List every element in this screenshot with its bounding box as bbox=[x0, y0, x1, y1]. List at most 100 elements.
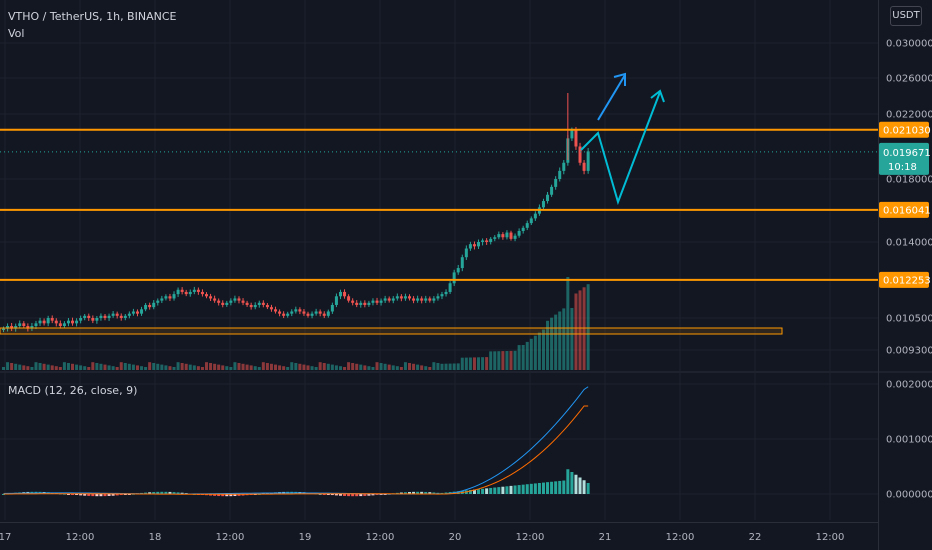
candle-body[interactable] bbox=[221, 302, 225, 305]
candle-body[interactable] bbox=[412, 298, 416, 301]
candle-body[interactable] bbox=[355, 302, 359, 305]
candle-body[interactable] bbox=[168, 296, 172, 299]
candle-body[interactable] bbox=[428, 298, 432, 301]
candle-body[interactable] bbox=[111, 313, 115, 316]
candle-body[interactable] bbox=[229, 300, 233, 303]
vol-legend[interactable]: Vol bbox=[8, 27, 25, 40]
candle-body[interactable] bbox=[391, 298, 395, 301]
candle-body[interactable] bbox=[30, 326, 34, 329]
candle-body[interactable] bbox=[148, 304, 152, 308]
symbol-legend[interactable]: VTHO / TetherUS, 1h, BINANCE bbox=[8, 10, 177, 23]
candle-body[interactable] bbox=[83, 315, 87, 318]
candle-body[interactable] bbox=[448, 283, 452, 292]
candle-body[interactable] bbox=[282, 313, 286, 316]
candle-body[interactable] bbox=[286, 313, 290, 316]
candle-body[interactable] bbox=[347, 296, 351, 301]
candle-body[interactable] bbox=[261, 302, 265, 305]
candle-body[interactable] bbox=[489, 238, 493, 242]
candle-body[interactable] bbox=[75, 320, 79, 324]
candle-body[interactable] bbox=[50, 318, 54, 321]
candle-body[interactable] bbox=[533, 213, 537, 219]
candle-body[interactable] bbox=[213, 298, 217, 301]
macd-line[interactable] bbox=[3, 386, 589, 495]
candle-body[interactable] bbox=[2, 328, 5, 331]
candle-body[interactable] bbox=[416, 298, 420, 301]
candle-body[interactable] bbox=[269, 307, 273, 310]
candle-body[interactable] bbox=[66, 320, 70, 324]
candle-body[interactable] bbox=[172, 294, 176, 299]
candle-body[interactable] bbox=[558, 170, 562, 179]
candle-body[interactable] bbox=[578, 146, 582, 163]
candle-body[interactable] bbox=[164, 296, 168, 299]
candle-body[interactable] bbox=[444, 291, 448, 295]
candle-body[interactable] bbox=[209, 296, 213, 299]
candle-body[interactable] bbox=[399, 296, 403, 299]
candle-body[interactable] bbox=[54, 320, 58, 324]
candle-body[interactable] bbox=[452, 272, 456, 284]
candle-body[interactable] bbox=[403, 296, 407, 299]
candle-body[interactable] bbox=[485, 240, 489, 242]
candle-body[interactable] bbox=[351, 300, 355, 303]
candle-body[interactable] bbox=[436, 296, 440, 299]
candle-body[interactable] bbox=[22, 323, 26, 326]
signal-line[interactable] bbox=[3, 405, 589, 495]
candle-body[interactable] bbox=[318, 311, 322, 314]
candle-body[interactable] bbox=[371, 300, 375, 303]
candle-body[interactable] bbox=[440, 294, 444, 297]
candle-body[interactable] bbox=[127, 313, 131, 316]
projection-path-cyan[interactable] bbox=[580, 91, 661, 206]
candle-body[interactable] bbox=[180, 289, 184, 292]
candle-body[interactable] bbox=[493, 237, 497, 239]
candle-body[interactable] bbox=[322, 313, 326, 316]
candle-body[interactable] bbox=[294, 309, 298, 312]
candle-body[interactable] bbox=[38, 320, 42, 324]
candle-body[interactable] bbox=[135, 311, 139, 314]
candle-body[interactable] bbox=[529, 218, 533, 224]
candle-body[interactable] bbox=[119, 315, 123, 318]
candle-body[interactable] bbox=[200, 291, 204, 295]
candle-body[interactable] bbox=[217, 300, 221, 303]
candle-body[interactable] bbox=[144, 304, 148, 310]
candle-body[interactable] bbox=[290, 311, 294, 314]
candle-body[interactable] bbox=[131, 311, 135, 314]
candle-body[interactable] bbox=[554, 179, 558, 187]
candle-body[interactable] bbox=[395, 296, 399, 299]
candle-body[interactable] bbox=[306, 313, 310, 316]
candle-body[interactable] bbox=[196, 289, 200, 292]
candle-body[interactable] bbox=[367, 302, 371, 305]
demand-zone-rectangle[interactable] bbox=[0, 327, 783, 335]
candle-body[interactable] bbox=[343, 291, 347, 297]
candle-body[interactable] bbox=[6, 326, 10, 329]
candle-body[interactable] bbox=[265, 304, 269, 308]
candle-body[interactable] bbox=[570, 130, 574, 139]
candle-body[interactable] bbox=[472, 244, 476, 247]
candle-body[interactable] bbox=[253, 304, 257, 308]
candle-body[interactable] bbox=[46, 318, 50, 324]
candle-body[interactable] bbox=[424, 298, 428, 301]
candle-body[interactable] bbox=[562, 162, 566, 171]
candle-body[interactable] bbox=[420, 298, 424, 301]
candle-body[interactable] bbox=[192, 289, 196, 292]
candle-body[interactable] bbox=[379, 300, 383, 303]
candle-body[interactable] bbox=[71, 320, 75, 324]
candle-body[interactable] bbox=[509, 232, 513, 239]
candle-body[interactable] bbox=[326, 311, 330, 316]
candle-body[interactable] bbox=[257, 302, 261, 305]
candle-body[interactable] bbox=[546, 194, 550, 202]
candle-body[interactable] bbox=[274, 309, 278, 312]
candle-body[interactable] bbox=[468, 244, 472, 249]
candle-body[interactable] bbox=[160, 298, 164, 301]
candle-body[interactable] bbox=[115, 313, 119, 316]
candle-body[interactable] bbox=[302, 311, 306, 314]
candle-body[interactable] bbox=[314, 311, 318, 314]
candle-body[interactable] bbox=[205, 294, 208, 297]
candle-body[interactable] bbox=[34, 323, 38, 326]
candle-body[interactable] bbox=[330, 304, 334, 312]
candle-body[interactable] bbox=[184, 291, 188, 295]
candle-body[interactable] bbox=[103, 315, 107, 318]
candle-body[interactable] bbox=[456, 268, 460, 273]
candle-body[interactable] bbox=[42, 320, 46, 324]
candle-body[interactable] bbox=[460, 257, 464, 269]
candle-body[interactable] bbox=[464, 248, 468, 258]
